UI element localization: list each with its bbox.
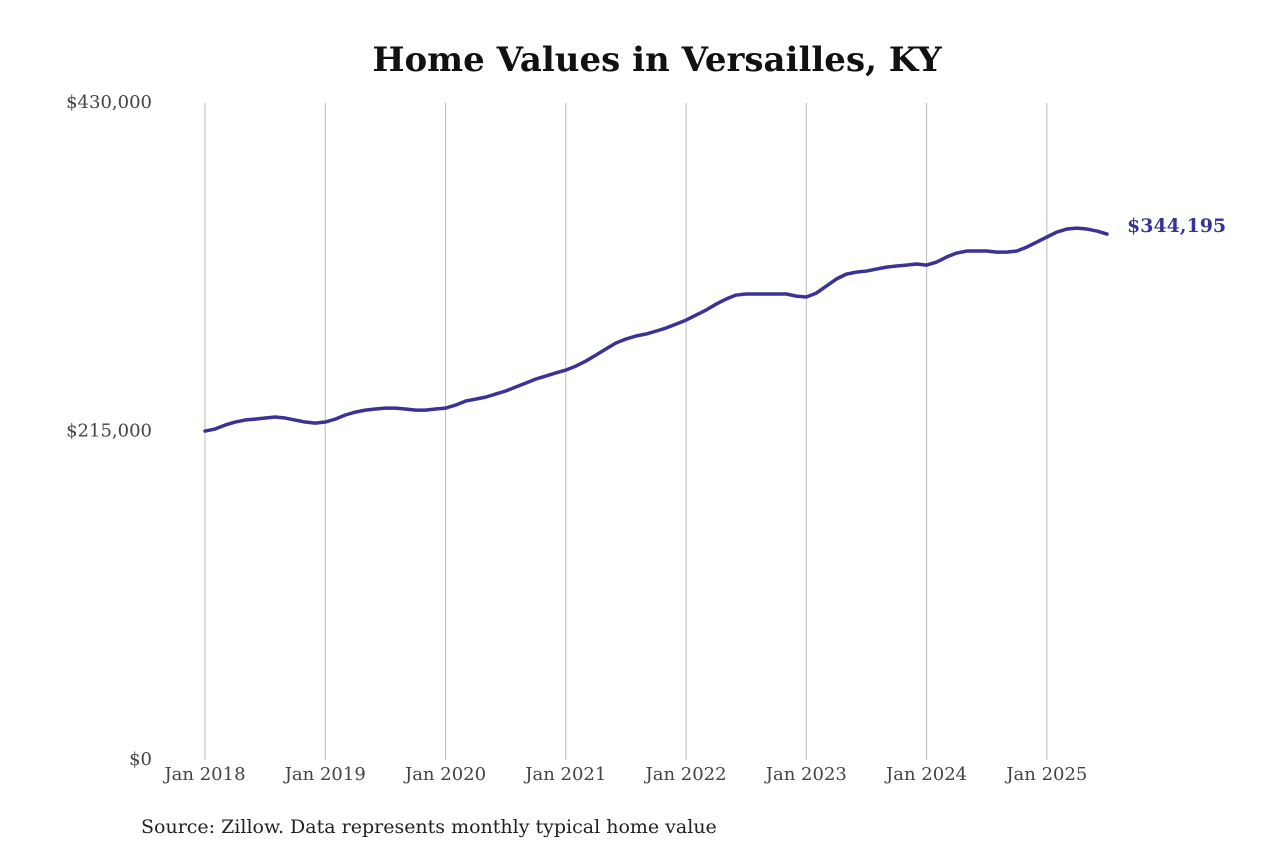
x-tick-label: Jan 2019 <box>283 764 366 785</box>
x-tick-label: Jan 2018 <box>162 764 245 785</box>
y-tick-label: $430,000 <box>66 92 152 113</box>
y-tick-label: $0 <box>129 749 152 770</box>
x-tick-label: Jan 2021 <box>523 764 606 785</box>
chart-title: Home Values in Versailles, KY <box>372 40 942 80</box>
y-tick-label: $215,000 <box>66 421 152 442</box>
x-tick-label: Jan 2023 <box>764 764 847 785</box>
x-tick-label: Jan 2020 <box>403 764 486 785</box>
x-tick-label: Jan 2022 <box>644 764 727 785</box>
x-tick-label: Jan 2025 <box>1004 764 1087 785</box>
value-label: $344,195 <box>1127 215 1226 237</box>
x-tick-label: Jan 2024 <box>884 764 967 785</box>
source-note: Source: Zillow. Data represents monthly … <box>141 816 717 838</box>
line-series <box>203 226 1109 433</box>
